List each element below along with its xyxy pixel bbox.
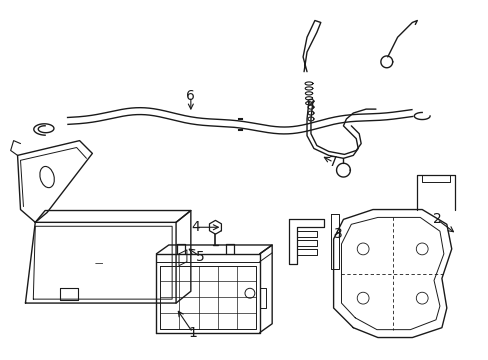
Text: 5: 5 bbox=[196, 250, 204, 264]
Text: 6: 6 bbox=[186, 89, 195, 103]
Text: 2: 2 bbox=[432, 212, 441, 226]
Text: —: — bbox=[95, 259, 103, 268]
Text: 3: 3 bbox=[333, 227, 342, 241]
Text: 7: 7 bbox=[328, 155, 337, 169]
Text: 4: 4 bbox=[191, 220, 200, 234]
Text: 1: 1 bbox=[188, 325, 197, 339]
